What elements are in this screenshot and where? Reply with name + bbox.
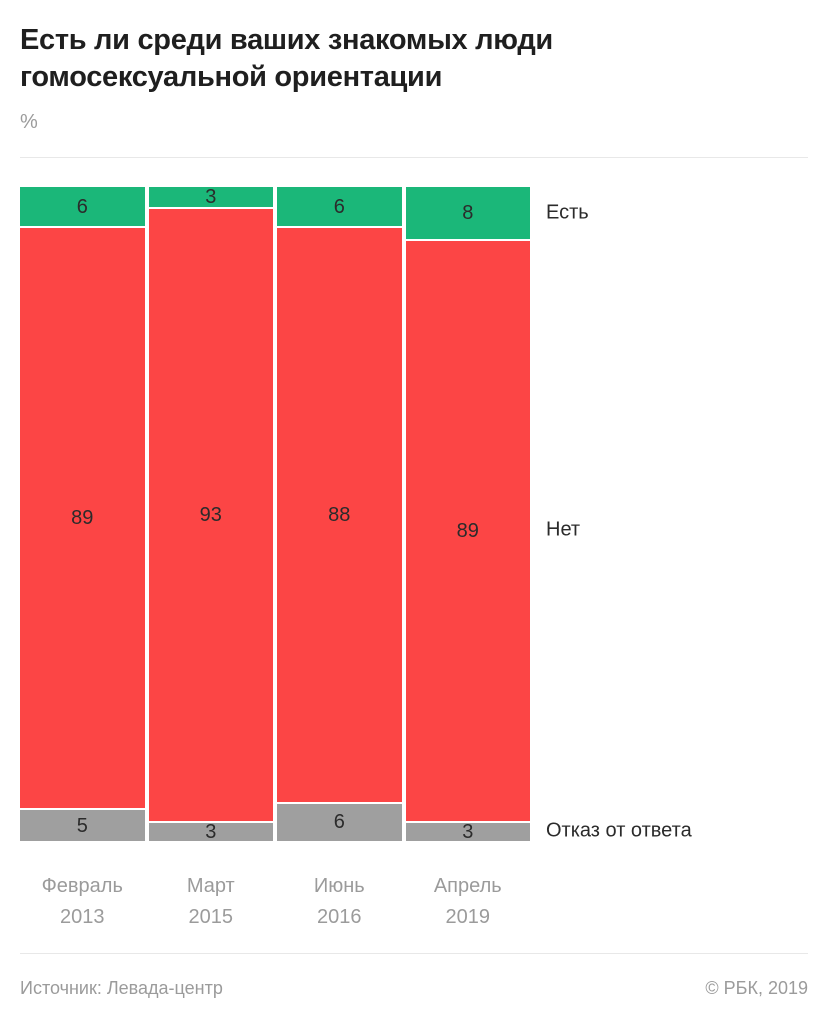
bar-segment-refused: 3 <box>405 821 530 844</box>
bar-segment-refused: 5 <box>20 808 145 841</box>
legend-item-yes: Есть <box>546 201 589 224</box>
value-label: 93 <box>199 503 222 526</box>
value-label: 88 <box>328 503 351 526</box>
bar-column: 6 89 5 <box>20 187 145 841</box>
chart-title: Есть ли среди ваших знакомых люди гомосе… <box>20 24 553 93</box>
unit-label: % <box>20 111 38 133</box>
value-label: 6 <box>333 811 345 834</box>
bottom-divider <box>20 953 808 954</box>
value-label: 8 <box>462 202 474 225</box>
value-label: 5 <box>76 814 88 837</box>
bar-segment-refused: 3 <box>148 821 273 844</box>
bar-segment-no: 88 <box>277 226 402 802</box>
bar-segment-yes: 6 <box>277 187 402 227</box>
x-axis-label: Февраль 2013 <box>41 875 123 928</box>
x-axis-label: Апрель 2019 <box>433 875 502 928</box>
footer: Источник: Левада-центр © РБК, 2019 <box>20 978 808 999</box>
value-label: 6 <box>333 195 345 218</box>
x-axis-label: Июнь 2016 <box>313 875 365 928</box>
bar-segment-no: 93 <box>148 206 273 822</box>
x-axis-label: Март 2015 <box>186 875 235 928</box>
bar-column: 8 89 3 <box>405 187 530 844</box>
copyright-label: © РБК, 2019 <box>705 978 808 998</box>
stacked-bar-chart: 6 89 5 3 93 3 6 88 6 8 89 3 Есть Нет Отказ от ответа … <box>20 187 808 933</box>
bar-segment-no: 89 <box>405 239 530 822</box>
value-label: 6 <box>76 195 88 218</box>
bar-segment-yes: 3 <box>148 185 273 208</box>
bar-segment-refused: 6 <box>277 801 402 841</box>
x-axis: Февраль 2013 Март 2015 Июнь 2016 Апрель 2019 <box>20 871 530 933</box>
bar-segment-no: 89 <box>20 226 145 809</box>
top-divider <box>20 157 808 158</box>
value-label: 89 <box>456 520 479 543</box>
legend-item-no: Нет <box>546 518 581 541</box>
value-label: 3 <box>462 821 474 844</box>
legend-item-refused: Отказ от ответа <box>546 819 692 842</box>
bars-area: 6 89 5 3 93 3 6 88 6 8 89 3 <box>20 185 530 844</box>
value-label: 3 <box>205 185 217 208</box>
bar-column: 3 93 3 <box>148 185 273 844</box>
bar-segment-yes: 6 <box>20 187 145 227</box>
value-label: 89 <box>71 507 94 530</box>
bar-segment-yes: 8 <box>405 187 530 240</box>
source-label: Источник: Левада-центр <box>20 978 223 998</box>
value-label: 3 <box>205 821 217 844</box>
bar-column: 6 88 6 <box>277 187 402 841</box>
